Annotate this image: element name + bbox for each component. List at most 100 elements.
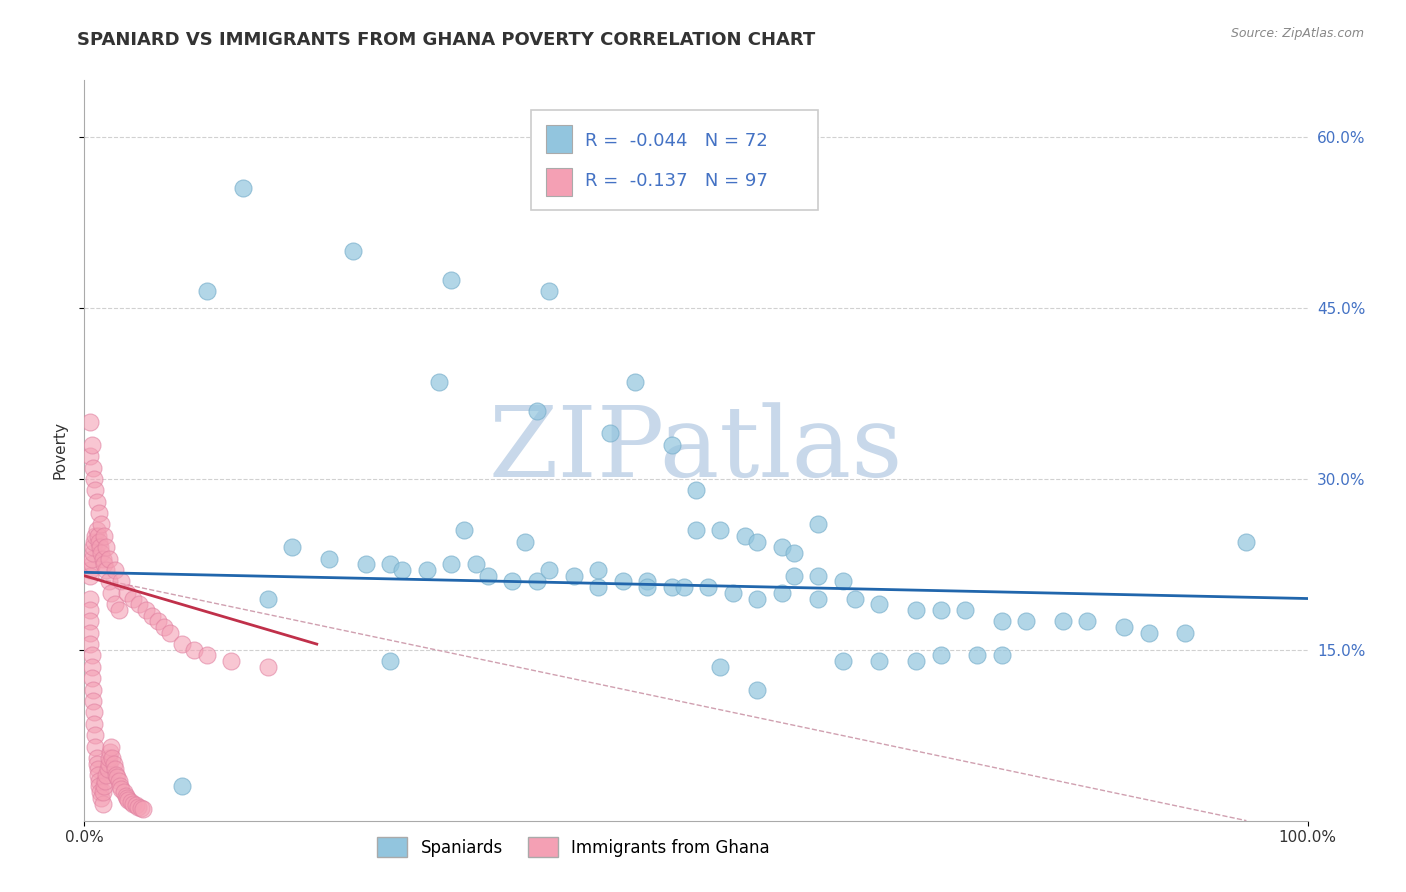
Point — [90, 546, 112, 560]
Point — [991, 615, 1014, 629]
Point — [636, 574, 658, 589]
Point — [79, 563, 101, 577]
Point — [807, 517, 830, 532]
Point — [79, 415, 101, 429]
Point — [101, 751, 124, 765]
Point — [87, 534, 110, 549]
Point — [526, 574, 548, 589]
Point — [905, 654, 928, 668]
Point — [586, 580, 609, 594]
Point — [991, 648, 1014, 663]
Text: Source: ZipAtlas.com: Source: ZipAtlas.com — [1230, 27, 1364, 40]
Point — [97, 751, 120, 765]
Point — [80, 438, 103, 452]
Point — [257, 591, 280, 606]
Point — [770, 586, 793, 600]
Point — [87, 506, 110, 520]
Point — [80, 648, 103, 663]
Point — [318, 551, 340, 566]
Point — [1174, 625, 1197, 640]
Point — [89, 541, 111, 555]
Point — [159, 625, 181, 640]
Point — [661, 580, 683, 594]
Point — [1076, 615, 1098, 629]
Point — [122, 591, 145, 606]
Point — [172, 780, 194, 794]
Point — [82, 694, 104, 708]
Point — [538, 284, 561, 298]
Point — [807, 591, 830, 606]
Point — [82, 682, 104, 697]
Legend: Spaniards, Immigrants from Ghana: Spaniards, Immigrants from Ghana — [371, 830, 776, 864]
Point — [96, 541, 118, 555]
Point — [1052, 615, 1074, 629]
Point — [232, 181, 254, 195]
Point — [97, 756, 120, 771]
Point — [195, 284, 218, 298]
Point — [929, 648, 952, 663]
Point — [79, 568, 101, 582]
Point — [110, 574, 132, 589]
Point — [281, 541, 304, 555]
Point — [84, 483, 107, 498]
Text: R =  -0.137   N = 97: R = -0.137 N = 97 — [585, 172, 768, 190]
Point — [380, 558, 402, 572]
Point — [734, 529, 756, 543]
Point — [112, 785, 135, 799]
Point — [107, 773, 129, 788]
Point — [783, 546, 806, 560]
Point — [129, 801, 152, 815]
Point — [86, 751, 108, 765]
Point — [108, 780, 131, 794]
Point — [79, 615, 101, 629]
Point — [146, 615, 169, 629]
Point — [93, 558, 115, 572]
Point — [115, 586, 138, 600]
Point — [105, 768, 128, 782]
Point — [905, 603, 928, 617]
Point — [538, 563, 561, 577]
Point — [624, 375, 647, 389]
Point — [122, 797, 145, 811]
Point — [89, 785, 111, 799]
Point — [110, 781, 132, 796]
Point — [91, 797, 114, 811]
Point — [502, 574, 524, 589]
Point — [107, 603, 129, 617]
Point — [87, 768, 110, 782]
FancyBboxPatch shape — [531, 110, 818, 210]
Point — [380, 654, 402, 668]
Point — [427, 375, 450, 389]
Point — [80, 551, 103, 566]
Point — [844, 591, 866, 606]
Point — [83, 534, 105, 549]
Point — [104, 597, 127, 611]
Point — [96, 563, 118, 577]
Text: SPANIARD VS IMMIGRANTS FROM GHANA POVERTY CORRELATION CHART: SPANIARD VS IMMIGRANTS FROM GHANA POVERT… — [77, 31, 815, 49]
Point — [97, 574, 120, 589]
Point — [120, 796, 142, 810]
Bar — [546, 168, 572, 196]
Point — [770, 541, 793, 555]
Point — [636, 580, 658, 594]
Point — [79, 591, 101, 606]
Point — [117, 793, 139, 807]
Point — [87, 529, 110, 543]
Point — [82, 546, 104, 560]
Bar — [546, 125, 572, 153]
Point — [586, 563, 609, 577]
Point — [104, 763, 127, 777]
Point — [128, 597, 150, 611]
Point — [440, 272, 463, 286]
Point — [1114, 620, 1136, 634]
Point — [183, 642, 205, 657]
Point — [1236, 534, 1258, 549]
Point — [80, 558, 103, 572]
Point — [1137, 625, 1160, 640]
Point — [685, 483, 707, 498]
Point — [86, 494, 108, 508]
Point — [100, 586, 122, 600]
Point — [721, 586, 744, 600]
Point — [562, 568, 585, 582]
Point — [87, 780, 110, 794]
